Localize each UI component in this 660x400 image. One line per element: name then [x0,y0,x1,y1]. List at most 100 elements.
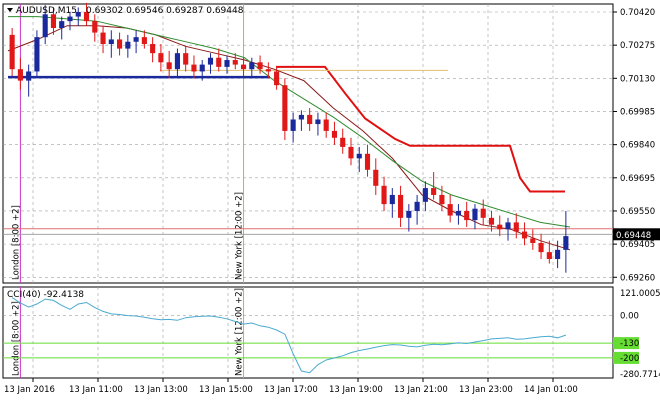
time-tick-label: 13 Jan 19:00 [329,385,383,395]
candle-body [59,21,65,29]
price-tick-label: 0.69405 [620,240,655,250]
candle-body [439,194,445,205]
time-tick-label: 13 Jan 15:00 [199,385,253,395]
candle-body [257,62,263,70]
candle-body [505,222,511,230]
price-panel[interactable]: London [8:00 +2]New York [12:00 +2]Sydne… [2,2,660,284]
indicator-label: CCI(40) -92.4138 [7,290,84,300]
candle-body [166,62,172,70]
time-tick-label: 13 Jan 23:00 [459,385,513,395]
candle-body [538,242,544,253]
time-tick-label: 13 Jan 17:00 [264,385,318,395]
candle-body [340,137,346,147]
candle-body [274,71,280,86]
candle-body [298,114,304,120]
price-axis: 0.70420 0.70275 0.70130 0.69985 0.69840 0.696… [613,8,660,283]
indicator-panel[interactable]: London [8:00 +2]New York [12:00 +2]Sydne… [2,272,660,380]
session-lines: London [8:00 +2]New York [12:00 +2]Sydne… [11,4,245,283]
candle-body [447,204,453,216]
cci-level-label: -280.7714 [620,370,660,380]
triangle-down-icon[interactable] [7,8,13,12]
candle-body [75,12,81,17]
price-tick-label: 0.69840 [620,141,655,151]
time-tick-label: 13 Jan 2016 [4,385,55,395]
candle-body [497,224,503,230]
ohlc-text: 0.69302 0.69546 0.69287 0.69448 [86,6,244,16]
candle-body [480,208,486,218]
cci-level-tag [613,351,639,364]
candle-body [422,188,428,202]
trailing-stop-lines [3,65,613,235]
time-axis: 13 Jan 2016 13 Jan 11:00 13 Jan 13:00 13 Ja… [4,378,578,395]
session-label: London [8:00 +2] [11,205,21,280]
candles [9,2,569,273]
candle-body [530,238,536,243]
candle-body [150,44,156,54]
price-tick-label: 0.70275 [620,41,655,51]
candle-body [555,249,561,259]
current-price-tag [613,228,660,241]
price-tick-label: 0.69550 [620,207,655,217]
candle-body [431,188,437,195]
candle-body [513,222,519,232]
price-tick-label: 0.69260 [620,273,655,283]
candle-body [464,210,470,221]
red-stop-line [276,65,565,193]
candle-body [521,231,528,239]
time-tick-label: 13 Jan 21:00 [394,385,448,395]
candle-body [381,185,387,205]
candle-body [141,37,147,45]
moving-average-line [7,25,571,251]
candle-body [373,169,379,186]
candle-body [348,146,354,159]
cci-levels: 121.0005 0.00 -130 -200 -280.7714 [3,289,660,380]
session-label-indicator: London [8:00 +2] [11,301,21,376]
candle-body [174,53,180,70]
time-tick-label: 13 Jan 11:00 [69,385,123,395]
candle-body [216,57,222,67]
candle-body [183,53,189,65]
candle-body [546,252,552,259]
price-tick-label: 0.70130 [620,74,655,84]
candle-body [117,39,123,49]
candle-body [389,194,395,205]
candle-body [83,12,90,22]
candle-body [240,64,247,70]
price-panel-frame [2,3,614,284]
time-tick-label: 14 Jan 01:00 [524,385,578,395]
time-tick-label: 13 Jan 13:00 [134,385,188,395]
cci-level-label: -130 [620,339,639,349]
moving-averages [7,16,571,251]
cci-level-label: 0.00 [620,312,639,322]
header: AUDUSD,M15 0.69302 0.69546 0.69287 0.694… [7,6,244,16]
candle-body [488,217,495,225]
candle-body [9,34,15,70]
cci-level-label: -200 [620,354,639,364]
candle-body [356,153,362,159]
candle-body [364,153,371,170]
price-tick-label: 0.69985 [620,107,655,117]
candle-body [133,37,139,42]
candle-body [307,114,313,125]
candle-body [472,208,478,221]
session-label: New York [12:00 +2] [235,192,245,280]
current-price-label: 0.69448 [616,231,651,241]
candle-body [455,210,461,216]
cci-line [11,297,567,374]
candle-body [125,41,131,49]
candle-body [249,62,255,70]
indicator-panel-frame [2,286,614,379]
candle-body [158,53,164,63]
candle-body [563,236,569,250]
candle-body [224,60,230,67]
grid [3,4,613,283]
candle-body [92,21,98,33]
candle-body [232,60,238,65]
moving-average-line [8,16,571,228]
candle-body [50,14,57,29]
candle-body [398,194,404,218]
candle-body [108,39,114,45]
candle-body [207,57,214,65]
candle-body [67,16,73,22]
